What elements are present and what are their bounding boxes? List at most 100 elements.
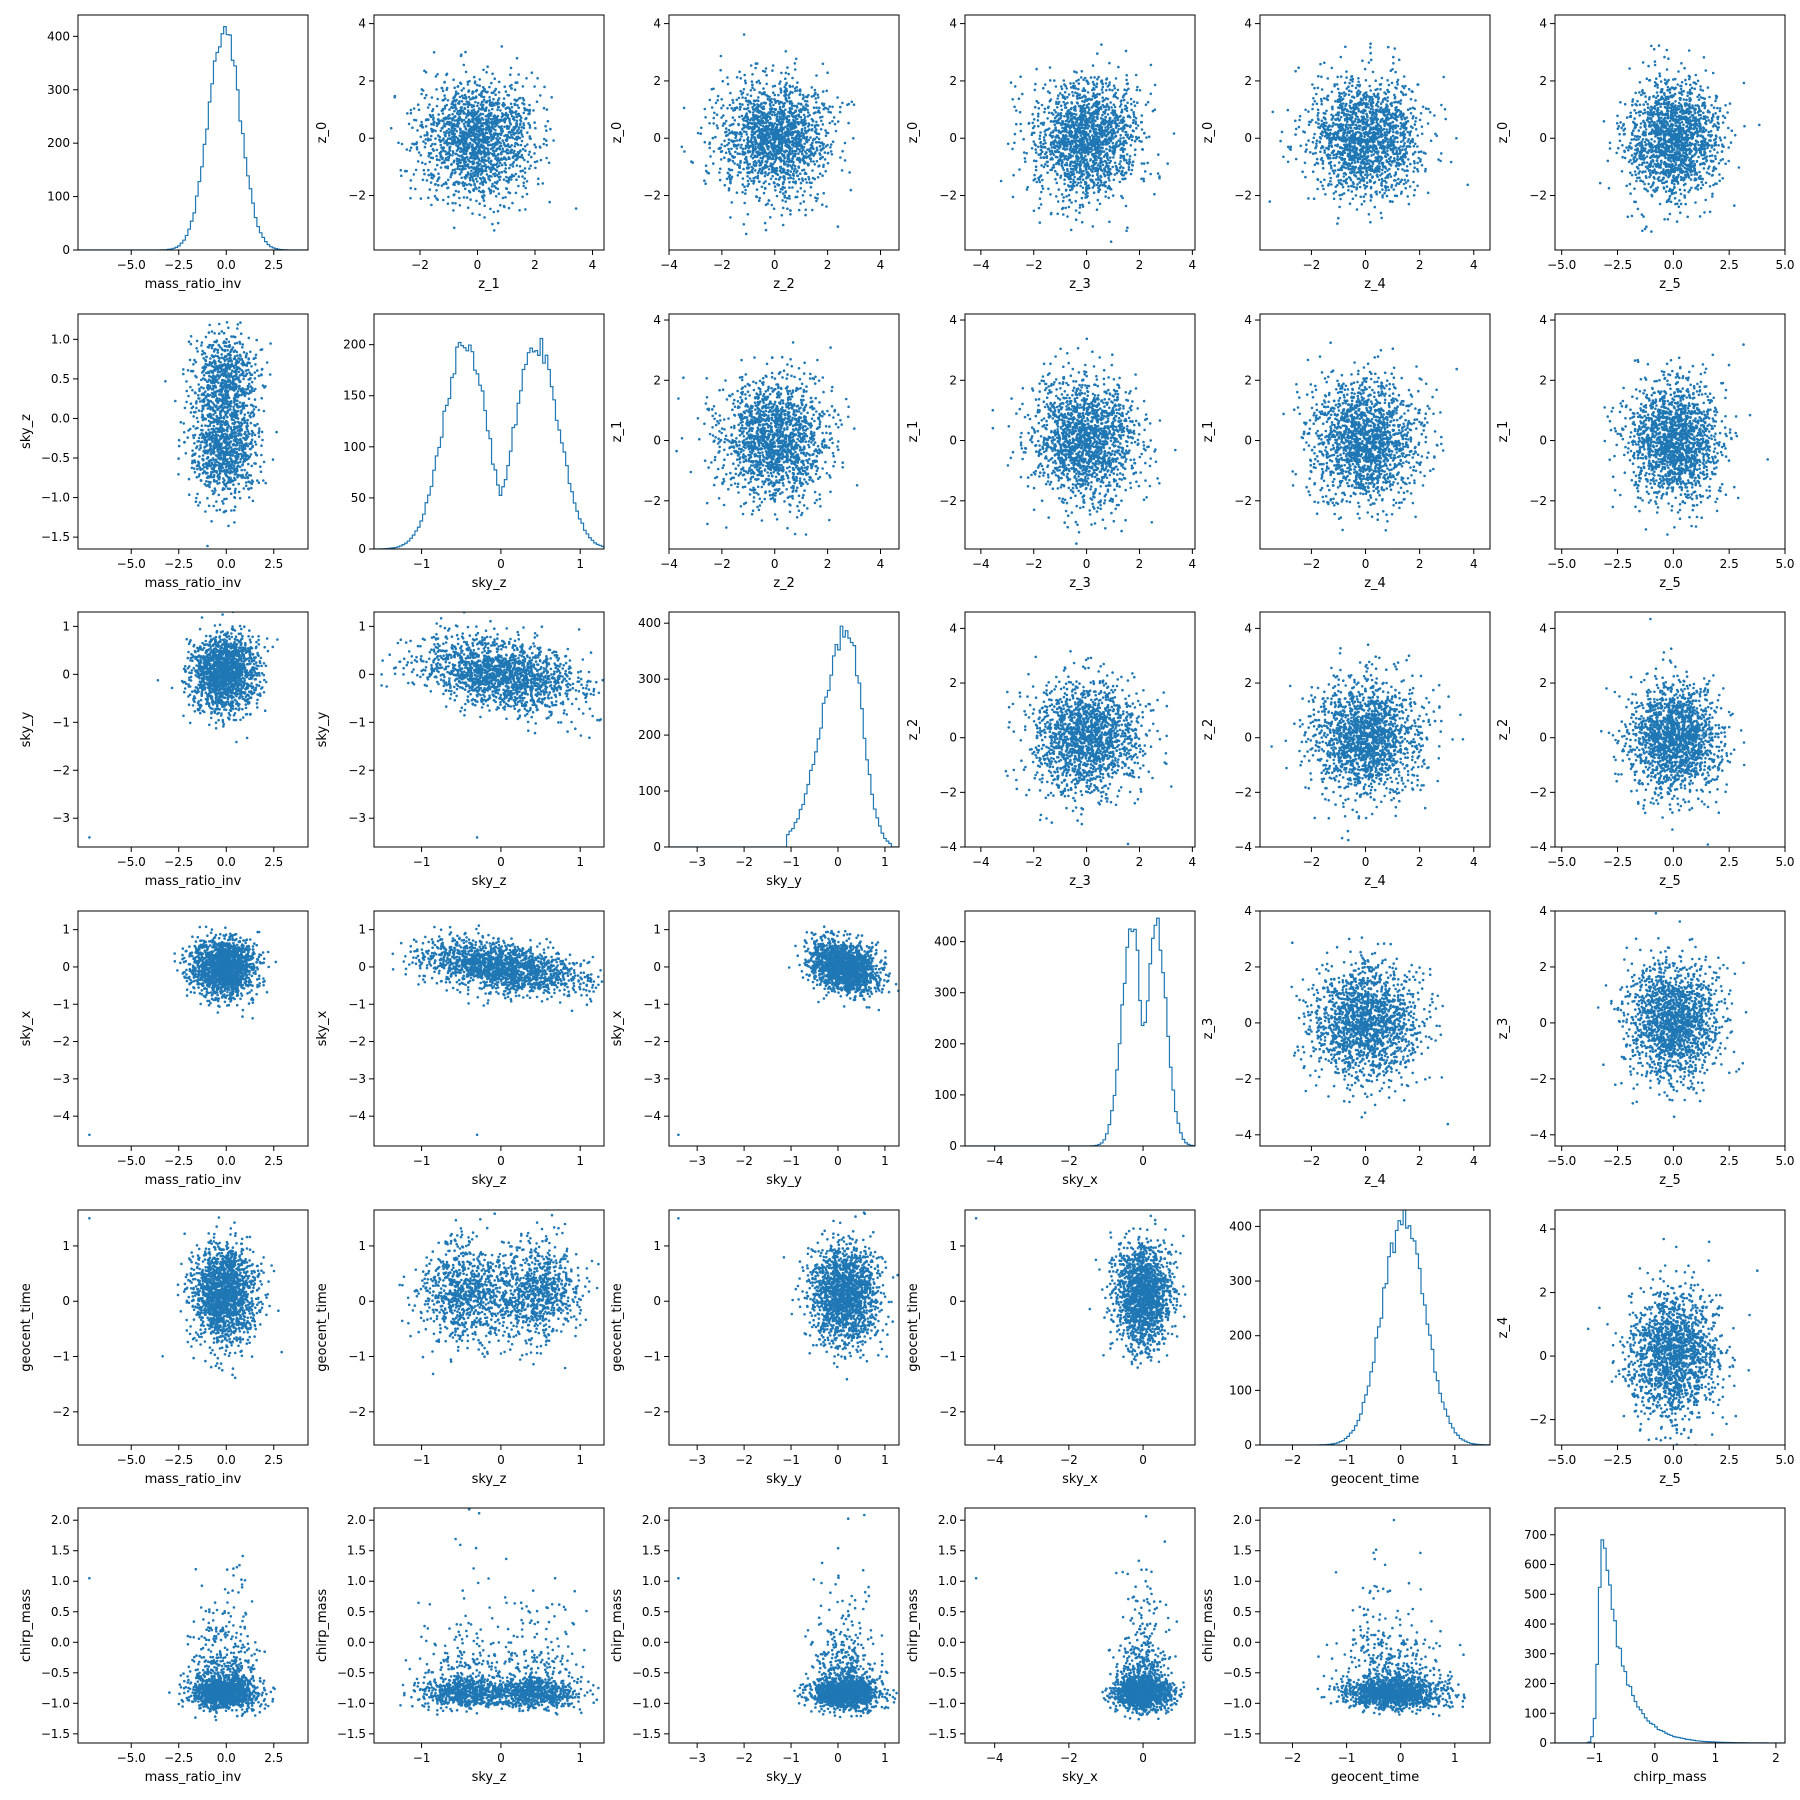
scatter-point: [454, 106, 458, 110]
scatter-point: [460, 140, 464, 144]
scatter-point: [473, 137, 477, 141]
scatter-point: [474, 177, 478, 181]
scatter-point: [471, 126, 474, 129]
scatter-point: [498, 120, 501, 124]
scatter-point: [469, 172, 472, 176]
scatter-point: [775, 113, 779, 116]
scatter-point: [502, 119, 506, 122]
scatter-point: [1125, 89, 1128, 92]
scatter-point: [1143, 170, 1147, 173]
scatter-point: [447, 156, 451, 159]
scatter-point: [468, 176, 472, 180]
scatter-point: [744, 130, 748, 134]
scatter-point: [1064, 106, 1068, 109]
scatter-point: [1041, 187, 1045, 190]
scatter-point: [1098, 162, 1101, 165]
scatter-point: [448, 120, 451, 124]
scatter-point: [791, 151, 794, 155]
scatter-point: [760, 185, 764, 189]
scatter-point: [520, 126, 524, 129]
scatter-point: [490, 166, 494, 169]
scatter-point: [520, 129, 523, 132]
scatter-point: [812, 160, 815, 163]
scatter-point: [524, 208, 527, 211]
scatter-point: [803, 108, 807, 112]
scatter-point: [795, 106, 799, 109]
scatter-point: [792, 180, 795, 184]
scatter-point: [1157, 153, 1160, 156]
scatter-point: [1076, 159, 1079, 163]
scatter-point: [1104, 115, 1108, 119]
scatter-point: [432, 173, 435, 177]
scatter-point: [1072, 116, 1075, 119]
scatter-point: [727, 159, 730, 163]
scatter-point: [1078, 171, 1081, 174]
scatter-point: [773, 136, 777, 140]
scatter-point: [432, 123, 436, 126]
scatter-point: [453, 181, 456, 185]
scatter-point: [476, 174, 479, 178]
scatter-point: [481, 103, 485, 107]
scatter-point: [812, 106, 816, 109]
scatter-point: [1042, 123, 1045, 127]
scatter-point: [458, 95, 462, 99]
scatter-point: [507, 94, 511, 97]
scatter-point: [795, 141, 798, 145]
scatter-point: [503, 125, 506, 129]
scatter-point: [493, 163, 496, 166]
scatter-point: [513, 145, 517, 148]
scatter-point: [513, 88, 517, 91]
scatter-point: [818, 172, 822, 175]
scatter-point: [1060, 123, 1063, 127]
scatter-point: [726, 143, 729, 147]
scatter-point: [1103, 181, 1106, 184]
scatter-point: [464, 70, 468, 74]
scatter-point: [793, 104, 796, 108]
scatter-point: [508, 119, 511, 123]
scatter-point: [513, 118, 516, 122]
scatter-point: [1050, 211, 1053, 215]
scatter-point: [487, 136, 491, 139]
scatter-point: [774, 101, 777, 105]
scatter-point: [419, 135, 423, 139]
scatter-point: [849, 188, 853, 192]
scatter-point: [519, 118, 522, 122]
scatter-point: [1115, 171, 1119, 175]
scatter-point: [450, 142, 454, 146]
scatter-point: [1111, 89, 1114, 92]
scatter-point: [478, 202, 481, 205]
scatter-point: [1046, 171, 1049, 174]
scatter-point: [1133, 115, 1136, 118]
scatter-point: [1075, 121, 1079, 124]
scatter-point: [796, 81, 799, 84]
scatter-point: [509, 73, 512, 76]
scatter-point: [791, 91, 794, 94]
scatter-point: [414, 119, 418, 122]
scatter-point: [513, 154, 517, 158]
scatter-point: [1101, 113, 1104, 117]
scatter-point: [1090, 126, 1093, 129]
scatter-point: [466, 171, 470, 174]
scatter-point: [462, 122, 466, 126]
scatter-point: [1093, 184, 1096, 187]
scatter-point: [790, 147, 794, 150]
scatter-point: [704, 182, 707, 185]
scatter-point: [463, 145, 467, 149]
scatter-point: [1079, 160, 1082, 163]
scatter-point: [1019, 129, 1023, 133]
scatter-point: [527, 122, 530, 125]
scatter-point: [1053, 108, 1056, 112]
scatter-point: [1093, 143, 1096, 147]
scatter-point: [1103, 132, 1106, 135]
scatter-point: [497, 164, 501, 168]
scatter-point: [443, 94, 446, 97]
scatter-point: [752, 99, 756, 102]
scatter-point: [802, 96, 805, 99]
scatter-point: [487, 187, 491, 190]
scatter-point: [757, 110, 760, 114]
scatter-point: [1015, 109, 1018, 112]
scatter-point: [493, 77, 497, 80]
scatter-point: [1104, 195, 1107, 198]
scatter-point: [484, 109, 488, 113]
scatter-point: [786, 135, 790, 138]
